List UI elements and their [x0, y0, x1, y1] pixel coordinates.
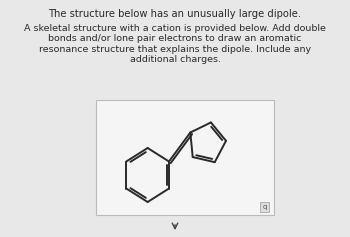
Text: A skeletal structure with a cation is provided below. Add double
bonds and/or lo: A skeletal structure with a cation is pr…	[24, 24, 326, 64]
Text: The structure below has an unusually large dipole.: The structure below has an unusually lar…	[48, 9, 302, 19]
FancyBboxPatch shape	[260, 202, 269, 212]
Bar	[96, 100, 274, 215]
Text: q: q	[262, 204, 267, 210]
